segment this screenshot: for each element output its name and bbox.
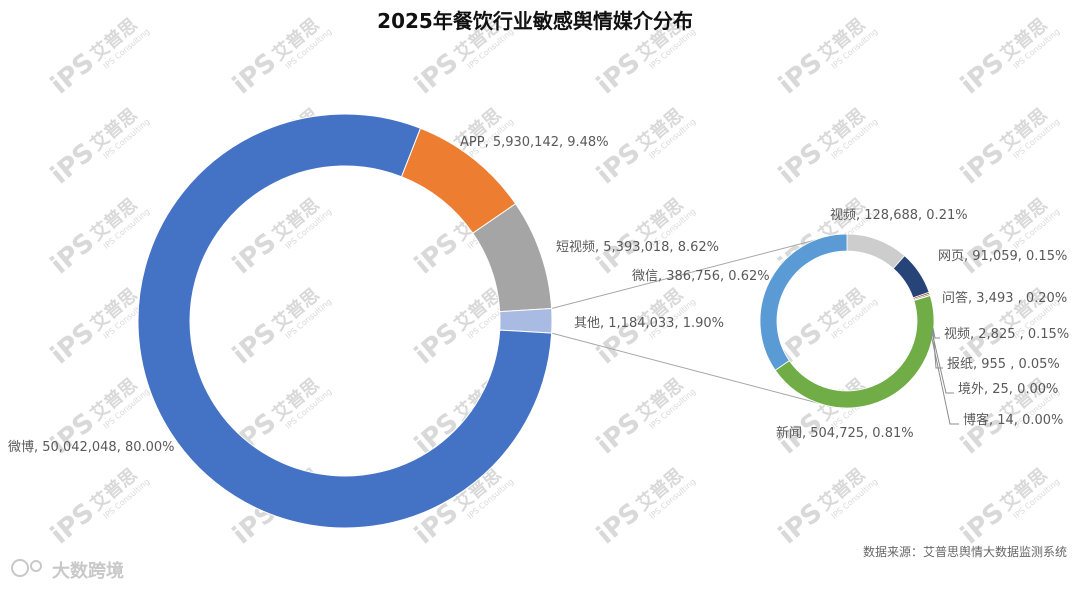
- label-video-2: 视频, 2,825 , 0.15%: [944, 327, 1069, 342]
- breakdown-connectors: [551, 235, 834, 408]
- breakdown-slice-1: [892, 255, 930, 299]
- brand-text: 大数跨境: [52, 560, 124, 582]
- breakdown-donut: [759, 233, 935, 409]
- chart-title: 2025年餐饮行业敏感舆情媒介分布: [377, 9, 693, 33]
- brand-logo-icon: [11, 559, 42, 577]
- label-qa: 问答, 3,493 , 0.20%: [942, 290, 1067, 306]
- label-app: APP, 5,930,142, 9.48%: [460, 135, 609, 150]
- leader-lines: [930, 327, 959, 425]
- label-weibo: 微博, 50,042,048, 80.00%: [8, 440, 175, 455]
- label-video: 视频, 128,688, 0.21%: [830, 208, 968, 223]
- label-short-video: 短视频, 5,393,018, 8.62%: [556, 240, 719, 255]
- source-note: 数据来源：艾普思舆情大数据监测系统: [863, 544, 1067, 559]
- label-overseas: 境外, 25, 0.00%: [958, 382, 1058, 397]
- label-news: 新闻, 504,725, 0.81%: [776, 425, 914, 441]
- breakdown-slice-8: [759, 233, 848, 371]
- brand-mark: 大数跨境: [11, 559, 124, 582]
- leader-blog: [930, 333, 959, 425]
- label-webpage: 网页, 91,059, 0.15%: [938, 249, 1067, 264]
- breakdown-slice-0: [846, 233, 906, 270]
- leader-video-2: [932, 327, 940, 339]
- slice-其他: [499, 307, 553, 334]
- slice-微博: [137, 113, 553, 529]
- label-newspaper: 报纸, 955 , 0.05%: [947, 357, 1060, 372]
- data-labels: APP, 5,930,142, 9.48% 短视频, 5,393,018, 8.6…: [8, 135, 1069, 455]
- connector-bottom: [551, 332, 834, 408]
- main-donut: [137, 113, 553, 529]
- label-other: 其他, 1,184,033, 1.90%: [574, 316, 724, 331]
- connector-top: [551, 235, 832, 309]
- label-blog: 博客, 14, 0.00%: [963, 412, 1063, 428]
- leader-overseas: [931, 331, 954, 394]
- label-wechat: 微信, 386,756, 0.62%: [632, 269, 770, 284]
